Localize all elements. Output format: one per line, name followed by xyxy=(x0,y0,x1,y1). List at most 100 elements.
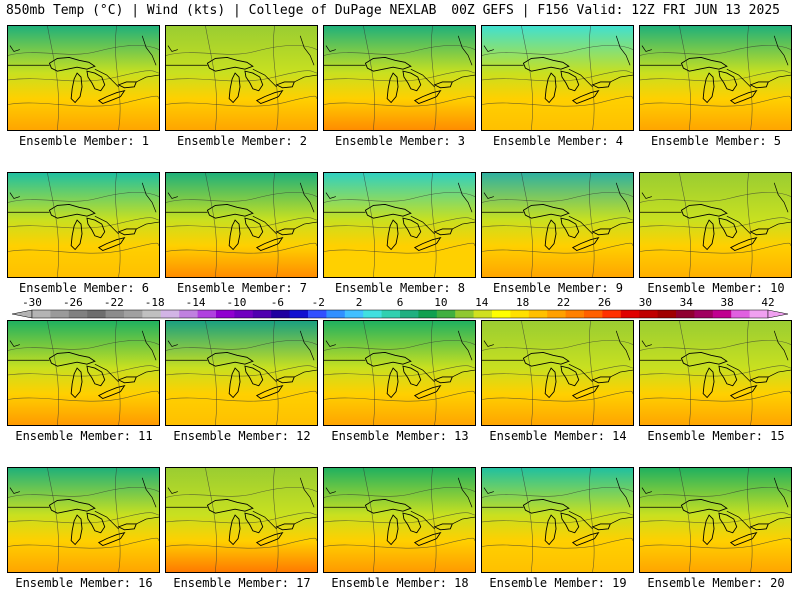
temperature-field xyxy=(166,173,317,277)
ensemble-member-label: Ensemble Member: 15 xyxy=(647,429,785,443)
colorbar-segment xyxy=(731,310,751,318)
colorbar-tick-label: -6 xyxy=(271,296,284,309)
colorbar-segment xyxy=(620,310,640,318)
temperature-field xyxy=(640,468,791,572)
ensemble-member-map xyxy=(323,25,476,131)
colorbar-tick-label: 14 xyxy=(475,296,489,309)
temperature-field xyxy=(640,173,791,277)
colorbar-segment xyxy=(455,310,475,318)
ensemble-member-label: Ensemble Member: 17 xyxy=(173,576,311,590)
colorbar-tick-label: -2 xyxy=(312,296,325,309)
ensemble-member-label: Ensemble Member: 2 xyxy=(176,134,308,148)
temperature-field xyxy=(8,26,159,130)
ensemble-member-label: Ensemble Member: 12 xyxy=(173,429,311,443)
ensemble-member-map xyxy=(639,172,792,278)
temperature-field xyxy=(166,468,317,572)
ensemble-member-label: Ensemble Member: 13 xyxy=(331,429,469,443)
colorbar-segment xyxy=(400,310,419,318)
ensemble-member-label: Ensemble Member: 3 xyxy=(334,134,466,148)
ensemble-member-label: Ensemble Member: 4 xyxy=(492,134,624,148)
colorbar-segment xyxy=(105,310,125,318)
temperature-field xyxy=(8,468,159,572)
ensemble-member-label: Ensemble Member: 10 xyxy=(647,281,785,295)
ensemble-member-map xyxy=(481,172,634,278)
colorbar-segment xyxy=(308,310,327,318)
colorbar-segment xyxy=(492,310,511,318)
ensemble-member-label: Ensemble Member: 18 xyxy=(331,576,469,590)
ensemble-member-map xyxy=(7,467,160,573)
ensemble-member-map xyxy=(165,467,318,573)
colorbar-segment xyxy=(216,310,235,318)
colorbar-segment xyxy=(712,310,732,318)
temperature-field xyxy=(482,26,633,130)
ensemble-member-map xyxy=(165,25,318,131)
colorbar-min-arrow xyxy=(12,309,33,319)
ensemble-member-label: Ensemble Member: 6 xyxy=(18,281,150,295)
ensemble-member-label: Ensemble Member: 7 xyxy=(176,281,308,295)
ensemble-member-map xyxy=(639,25,792,131)
colorbar-segment xyxy=(363,310,383,318)
ensemble-member-label: Ensemble Member: 1 xyxy=(18,134,150,148)
ensemble-member-map xyxy=(481,467,634,573)
ensemble-member-map xyxy=(481,25,634,131)
temperature-field xyxy=(166,26,317,130)
colorbar-segment xyxy=(381,310,401,318)
colorbar-segment xyxy=(179,310,199,318)
colorbar-segment xyxy=(326,310,346,318)
colorbar-segment xyxy=(87,310,107,318)
ensemble-member-map xyxy=(639,467,792,573)
temperature-field xyxy=(482,468,633,572)
colorbar-tick-label: 34 xyxy=(680,296,694,309)
colorbar-segment xyxy=(602,310,622,318)
ensemble-member-map xyxy=(165,320,318,426)
colorbar-segment xyxy=(749,310,769,318)
colorbar-tick-label: 6 xyxy=(397,296,404,309)
colorbar-tick-label: 22 xyxy=(557,296,570,309)
ensemble-member-map xyxy=(165,172,318,278)
ensemble-member-label: Ensemble Member: 11 xyxy=(15,429,153,443)
colorbar-segment xyxy=(50,310,70,318)
colorbar-segment xyxy=(510,310,530,318)
colorbar-tick-label: -26 xyxy=(63,296,83,309)
temperature-field xyxy=(324,173,475,277)
colorbar-tick-label: 2 xyxy=(356,296,363,309)
colorbar-segment xyxy=(676,310,695,318)
ensemble-member-map xyxy=(323,320,476,426)
colorbar-tick-label: 42 xyxy=(761,296,774,309)
ensemble-member-label: Ensemble Member: 14 xyxy=(489,429,627,443)
colorbar-tick-label: 30 xyxy=(639,296,652,309)
colorbar-segment xyxy=(547,310,567,318)
colorbar-tick-label: -30 xyxy=(22,296,42,309)
ensemble-member-map xyxy=(7,172,160,278)
ensemble-member-label: Ensemble Member: 20 xyxy=(647,576,785,590)
chart-title: 850mb Temp (°C) | Wind (kts) | College o… xyxy=(6,3,437,18)
ensemble-member-label: Ensemble Member: 5 xyxy=(650,134,782,148)
ensemble-member-map xyxy=(639,320,792,426)
colorbar-tick-label: 10 xyxy=(434,296,447,309)
temperature-field xyxy=(8,173,159,277)
colorbar-segment xyxy=(694,310,714,318)
ensemble-member-map xyxy=(323,172,476,278)
temperature-field xyxy=(8,321,159,425)
colorbar-segment xyxy=(252,310,272,318)
temperature-field xyxy=(166,321,317,425)
colorbar-segment xyxy=(473,310,493,318)
ensemble-member-map xyxy=(7,25,160,131)
colorbar-max-arrow xyxy=(767,309,788,319)
colorbar-segment xyxy=(234,310,254,318)
colorbar-segment xyxy=(528,310,548,318)
ensemble-member-label: Ensemble Member: 9 xyxy=(492,281,624,295)
ensemble-member-label: Ensemble Member: 16 xyxy=(15,576,153,590)
colorbar-segment xyxy=(68,310,88,318)
colorbar-segment xyxy=(657,310,677,318)
colorbar-segment xyxy=(584,310,603,318)
ensemble-member-label: Ensemble Member: 19 xyxy=(489,576,627,590)
colorbar-segment xyxy=(565,310,585,318)
temperature-field xyxy=(324,468,475,572)
colorbar-segment xyxy=(124,310,143,318)
temperature-field xyxy=(324,26,475,130)
colorbar-tick-label: 26 xyxy=(598,296,611,309)
colorbar-segment xyxy=(639,310,659,318)
temperature-colorbar: -30 -26 -22 -18 -14 -10 -6 -2 2 6 10 14 18 22 26 30 34 38… xyxy=(12,296,788,326)
colorbar-segment xyxy=(271,310,291,318)
